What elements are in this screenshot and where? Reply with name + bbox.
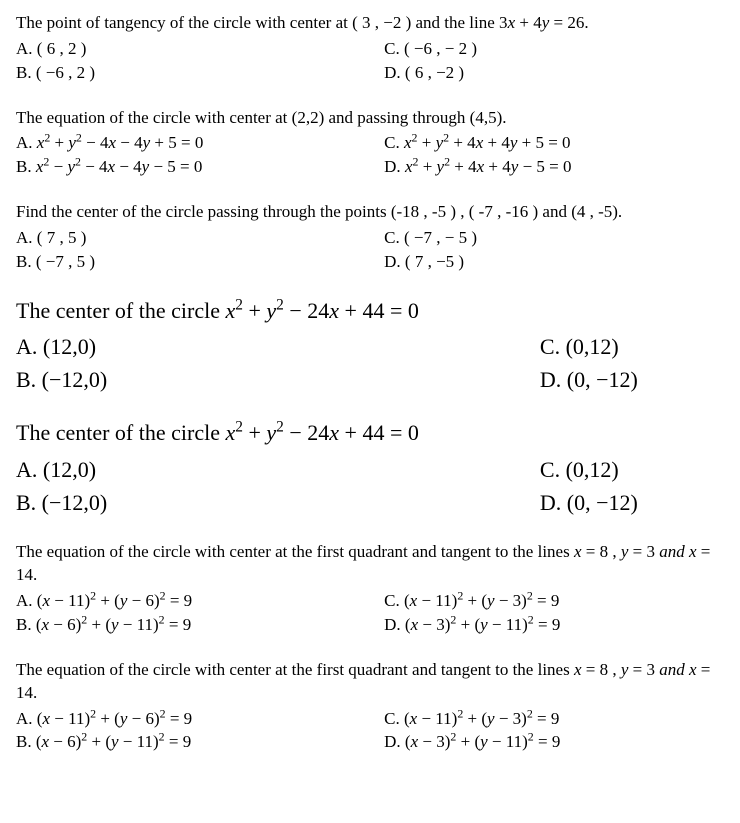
option-d: D. x2 + y2 + 4x + 4y − 5 = 0: [384, 155, 724, 179]
option-c: C. (x − 11)2 + (y − 3)2 = 9: [384, 707, 724, 731]
option-c: C. (x − 11)2 + (y − 3)2 = 9: [384, 589, 724, 613]
option-d: D. (0, −12): [540, 363, 724, 396]
question-block: Find the center of the circle passing th…: [16, 201, 724, 274]
option-a: A. ( 7 , 5 ): [16, 226, 384, 250]
option-b: B. (−12,0): [16, 486, 540, 519]
option-d: D. (x − 3)2 + (y − 11)2 = 9: [384, 613, 724, 637]
option-b: B. x2 − y2 − 4x − 4y − 5 = 0: [16, 155, 384, 179]
option-b: B. ( −7 , 5 ): [16, 250, 384, 274]
question-text: The equation of the circle with center a…: [16, 107, 724, 130]
option-a: A. ( 6 , 2 ): [16, 37, 384, 61]
option-a: A. (x − 11)2 + (y − 6)2 = 9: [16, 589, 384, 613]
options-row: A. ( 7 , 5 )C. ( −7 , − 5 ): [16, 226, 724, 250]
options-row: A. ( 6 , 2 )C. ( −6 , − 2 ): [16, 37, 724, 61]
options-row: A. x2 + y2 − 4x − 4y + 5 = 0C. x2 + y2 +…: [16, 131, 724, 155]
option-d: D. ( 7 , −5 ): [384, 250, 724, 274]
question-text: The equation of the circle with center a…: [16, 541, 724, 587]
option-b: B. (x − 6)2 + (y − 11)2 = 9: [16, 613, 384, 637]
question-block: The equation of the circle with center a…: [16, 107, 724, 180]
question-block: The equation of the circle with center a…: [16, 659, 724, 754]
options-row: B. ( −6 , 2 )D. ( 6 , −2 ): [16, 61, 724, 85]
option-b: B. ( −6 , 2 ): [16, 61, 384, 85]
question-block: The center of the circle x2 + y2 − 24x +…: [16, 296, 724, 397]
options-row: B. (−12,0)D. (0, −12): [16, 363, 724, 396]
options-row: A. (12,0)C. (0,12): [16, 330, 724, 363]
option-c: C. x2 + y2 + 4x + 4y + 5 = 0: [384, 131, 724, 155]
question-text: The point of tangency of the circle with…: [16, 12, 724, 35]
options-row: B. x2 − y2 − 4x − 4y − 5 = 0D. x2 + y2 +…: [16, 155, 724, 179]
question-text: Find the center of the circle passing th…: [16, 201, 724, 224]
question-block: The point of tangency of the circle with…: [16, 12, 724, 85]
options-row: B. (x − 6)2 + (y − 11)2 = 9D. (x − 3)2 +…: [16, 730, 724, 754]
options-row: B. (−12,0)D. (0, −12): [16, 486, 724, 519]
options-row: A. (x − 11)2 + (y − 6)2 = 9C. (x − 11)2 …: [16, 589, 724, 613]
options-row: A. (12,0)C. (0,12): [16, 453, 724, 486]
option-b: B. (x − 6)2 + (y − 11)2 = 9: [16, 730, 384, 754]
options-row: A. (x − 11)2 + (y − 6)2 = 9C. (x − 11)2 …: [16, 707, 724, 731]
questions-container: The point of tangency of the circle with…: [16, 12, 724, 754]
option-a: A. (12,0): [16, 453, 540, 486]
option-c: C. (0,12): [540, 330, 724, 363]
option-d: D. (0, −12): [540, 486, 724, 519]
question-text: The center of the circle x2 + y2 − 24x +…: [16, 296, 724, 327]
question-block: The center of the circle x2 + y2 − 24x +…: [16, 418, 724, 519]
option-d: D. (x − 3)2 + (y − 11)2 = 9: [384, 730, 724, 754]
option-a: A. x2 + y2 − 4x − 4y + 5 = 0: [16, 131, 384, 155]
option-d: D. ( 6 , −2 ): [384, 61, 724, 85]
options-row: B. (x − 6)2 + (y − 11)2 = 9D. (x − 3)2 +…: [16, 613, 724, 637]
option-a: A. (x − 11)2 + (y − 6)2 = 9: [16, 707, 384, 731]
options-row: B. ( −7 , 5 )D. ( 7 , −5 ): [16, 250, 724, 274]
question-text: The center of the circle x2 + y2 − 24x +…: [16, 418, 724, 449]
option-c: C. (0,12): [540, 453, 724, 486]
option-a: A. (12,0): [16, 330, 540, 363]
option-c: C. ( −7 , − 5 ): [384, 226, 724, 250]
option-c: C. ( −6 , − 2 ): [384, 37, 724, 61]
question-block: The equation of the circle with center a…: [16, 541, 724, 636]
option-b: B. (−12,0): [16, 363, 540, 396]
question-text: The equation of the circle with center a…: [16, 659, 724, 705]
